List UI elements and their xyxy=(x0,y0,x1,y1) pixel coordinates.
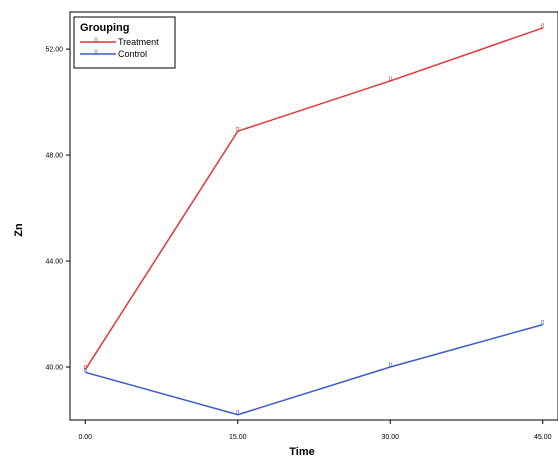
legend: Grouping Treatment Control xyxy=(73,16,176,69)
y-tick-label: 40.00 xyxy=(45,365,63,372)
data-point-control xyxy=(236,410,239,415)
data-point-control xyxy=(84,368,87,373)
y-tick-label: 44.00 xyxy=(45,259,63,266)
y-axis-label: Zn xyxy=(13,223,25,237)
y-tick-label: 52.00 xyxy=(45,47,63,54)
x-tick-label: 30.00 xyxy=(381,434,399,441)
data-point-treatment xyxy=(541,23,544,28)
y-axis: 40.00 44.00 48.00 52.00 xyxy=(45,47,70,372)
x-tick-label: 0.00 xyxy=(78,434,92,441)
data-point-control xyxy=(541,320,544,325)
series-layer xyxy=(84,23,544,416)
x-tick-label: 45.00 xyxy=(534,434,552,441)
legend-label-control: Control xyxy=(118,49,147,59)
data-point-treatment xyxy=(389,76,392,81)
series-line-treatment xyxy=(84,27,544,371)
legend-marker-treatment xyxy=(94,37,98,42)
plot-frame xyxy=(69,11,558,421)
x-axis-label: Time xyxy=(289,446,314,458)
x-axis: 0.00 15.00 30.00 45.00 xyxy=(78,420,552,441)
data-point-treatment xyxy=(84,365,87,370)
x-tick-label: 15.00 xyxy=(229,434,247,441)
legend-marker-control xyxy=(94,49,98,54)
legend-title: Grouping xyxy=(80,22,130,34)
series-line-control xyxy=(85,323,544,416)
data-point-control xyxy=(389,362,392,367)
legend-label-treatment: Treatment xyxy=(118,37,159,47)
data-point-treatment xyxy=(236,126,239,131)
y-tick-label: 48.00 xyxy=(45,153,63,160)
